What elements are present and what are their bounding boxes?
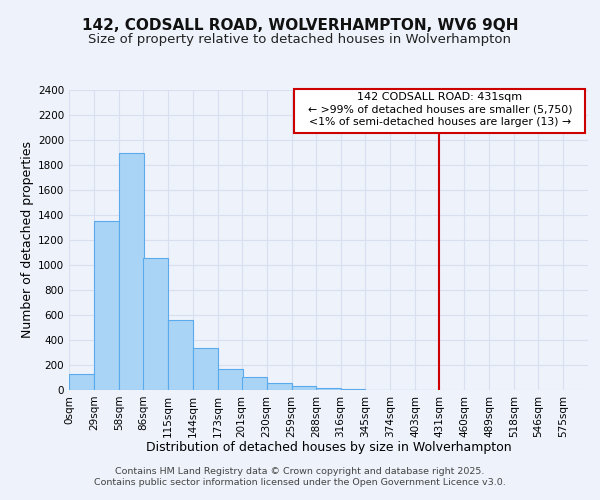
X-axis label: Distribution of detached houses by size in Wolverhampton: Distribution of detached houses by size … xyxy=(146,441,511,454)
Bar xyxy=(168,320,193,390)
Text: Size of property relative to detached houses in Wolverhampton: Size of property relative to detached ho… xyxy=(89,32,511,46)
Bar xyxy=(119,152,144,390)
Bar xyxy=(316,388,341,390)
Text: Contains HM Land Registry data © Crown copyright and database right 2025.: Contains HM Land Registry data © Crown c… xyxy=(115,467,485,476)
Text: ← >99% of detached houses are smaller (5,750): ← >99% of detached houses are smaller (5… xyxy=(308,104,572,115)
Text: 142 CODSALL ROAD: 431sqm: 142 CODSALL ROAD: 431sqm xyxy=(357,92,523,102)
Y-axis label: Number of detached properties: Number of detached properties xyxy=(21,142,34,338)
Bar xyxy=(266,382,292,390)
Bar xyxy=(242,377,266,390)
Bar xyxy=(143,258,168,390)
Bar xyxy=(218,370,242,390)
Text: <1% of semi-detached houses are larger (13) →: <1% of semi-detached houses are larger (… xyxy=(309,117,571,127)
Bar xyxy=(94,221,119,390)
Text: Contains public sector information licensed under the Open Government Licence v3: Contains public sector information licen… xyxy=(94,478,506,487)
Bar xyxy=(193,348,218,390)
Bar xyxy=(292,386,316,390)
Text: 142, CODSALL ROAD, WOLVERHAMPTON, WV6 9QH: 142, CODSALL ROAD, WOLVERHAMPTON, WV6 9Q… xyxy=(82,18,518,32)
Bar xyxy=(69,374,94,390)
